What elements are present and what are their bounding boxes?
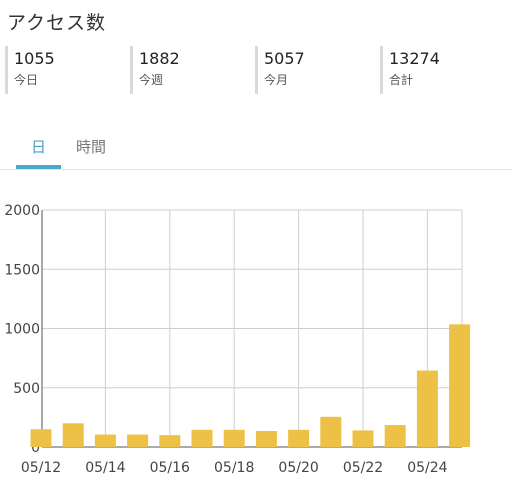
bar-05-17 [191, 429, 213, 447]
x-tick-label: 05/22 [343, 460, 383, 476]
bar-05-24 [416, 370, 438, 447]
bar-05-21 [320, 416, 342, 447]
x-tick-label: 05/20 [278, 460, 318, 476]
bar-05-14 [94, 434, 116, 447]
tab-day[interactable]: 日 [31, 138, 47, 156]
y-tick-label: 1000 [4, 322, 40, 338]
stat-value: 5057 [264, 49, 305, 68]
y-tick-label: 2000 [4, 203, 40, 219]
bar-05-20 [288, 429, 310, 447]
bar-05-25 [449, 324, 471, 447]
bar-05-16 [159, 435, 181, 447]
stat-value: 1882 [139, 49, 180, 68]
bar-05-22 [352, 430, 374, 447]
x-tick-label: 05/16 [150, 460, 190, 476]
x-tick-label: 05/24 [407, 460, 447, 476]
bar-05-18 [223, 429, 245, 447]
stat-this-week: 1882 今週 [130, 46, 255, 94]
x-tick-label: 05/18 [214, 460, 254, 476]
bar-05-15 [127, 434, 149, 447]
stat-label: 今月 [264, 73, 289, 87]
bar-05-13 [62, 423, 84, 447]
y-tick-label: 1500 [4, 262, 40, 278]
stat-label: 今日 [14, 73, 39, 87]
stats-summary: 1055 今日 1882 今週 5057 今月 13274 合計 [5, 46, 505, 94]
stat-value: 13274 [389, 49, 440, 68]
stat-this-month: 5057 今月 [255, 46, 380, 94]
access-bar-chart: 0 500 1000 1500 2000 05/12 05/14 05/16 05/18 05/2… [4, 203, 471, 476]
active-tab-indicator [16, 165, 61, 169]
tab-hour[interactable]: 時間 [76, 138, 107, 156]
period-tabs: 日 時間 [0, 126, 512, 170]
x-tick-label: 05/14 [85, 460, 125, 476]
stat-label: 今週 [139, 73, 164, 87]
bar-05-23 [384, 425, 406, 447]
y-tick-label: 500 [13, 381, 40, 397]
bar-05-12 [30, 429, 52, 447]
page-title: アクセス数 [7, 12, 107, 34]
stat-value: 1055 [14, 49, 55, 68]
stat-total: 13274 合計 [380, 46, 505, 94]
stat-label: 合計 [389, 73, 414, 87]
y-tick-label: 0 [31, 440, 40, 456]
x-tick-label: 05/12 [21, 460, 61, 476]
stat-today: 1055 今日 [5, 46, 130, 94]
bar-05-19 [255, 431, 277, 447]
